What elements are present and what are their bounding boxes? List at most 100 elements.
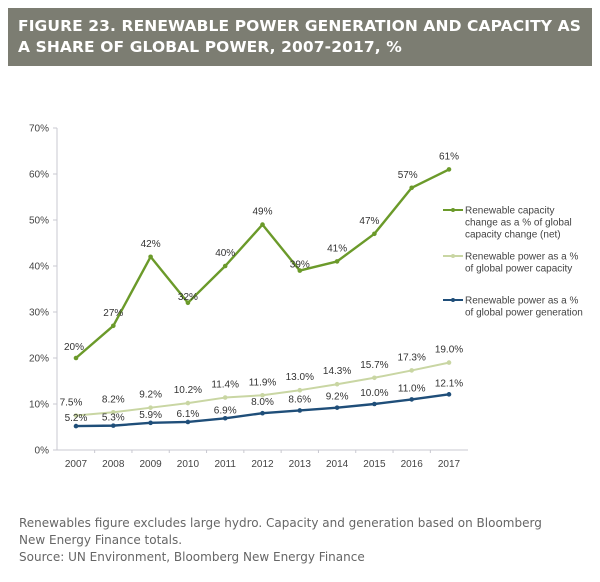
data-label-power-capacity-share: 15.7% (360, 360, 388, 371)
data-point-capacity-change-share (446, 167, 452, 172)
data-label-power-capacity-share: 19.0% (435, 345, 463, 356)
data-point-power-generation-share (73, 423, 79, 429)
y-tick-label: 30% (29, 308, 49, 319)
data-point-power-generation-share (222, 415, 228, 421)
data-point-power-capacity-share (185, 400, 191, 406)
y-tick-label: 40% (29, 262, 49, 273)
x-tick-label: 2009 (139, 459, 162, 470)
x-tick-label: 2012 (251, 459, 274, 470)
data-point-capacity-change-share (185, 300, 191, 306)
data-point-capacity-change-share (148, 254, 153, 260)
data-point-power-generation-share (260, 410, 265, 416)
data-point-power-generation-share (334, 405, 340, 410)
x-tick-label: 2016 (401, 459, 424, 470)
data-label-power-capacity-share: 11.9% (249, 377, 277, 388)
data-label-power-capacity-share: 10.2% (174, 385, 202, 396)
data-point-power-generation-share (111, 423, 116, 428)
data-label-capacity-change-share: 47% (359, 216, 379, 227)
data-label-power-generation-share: 8.6% (288, 394, 311, 405)
data-label-capacity-change-share: 57% (398, 170, 418, 181)
figure-title-line-2: A SHARE OF GLOBAL POWER, 2007-2017, % (18, 38, 402, 56)
data-point-power-capacity-share (260, 392, 265, 398)
data-point-power-generation-share (297, 408, 303, 413)
footnote-source: Source: UN Environment, Bloomberg New En… (19, 550, 365, 564)
data-label-capacity-change-share: 39% (290, 260, 310, 271)
data-label-power-generation-share: 12.1% (435, 378, 463, 389)
data-label-power-generation-share: 10.0% (360, 388, 388, 399)
data-point-power-generation-share (446, 392, 452, 397)
legend-label-power-generation-share: of global power generation (465, 308, 583, 319)
data-point-capacity-change-share (297, 268, 303, 273)
data-label-capacity-change-share: 49% (252, 207, 272, 218)
data-label-power-generation-share: 9.2% (326, 392, 349, 403)
legend-marker-power-generation-share (451, 298, 455, 302)
data-label-power-capacity-share: 8.2% (102, 394, 125, 405)
data-label-capacity-change-share: 27% (103, 308, 123, 319)
data-point-power-generation-share (409, 397, 415, 402)
figure-title: FIGURE 23. RENEWABLE POWER GENERATION AN… (18, 16, 588, 58)
legend-label-power-capacity-share: Renewable power as a % (465, 252, 579, 263)
x-tick-label: 2010 (177, 459, 200, 470)
data-point-capacity-change-share (260, 222, 265, 227)
x-tick-label: 2013 (289, 459, 312, 470)
x-tick-label: 2014 (326, 459, 349, 470)
legend-label-power-capacity-share: of global power capacity (465, 264, 572, 275)
data-label-power-capacity-share: 13.0% (286, 372, 314, 383)
data-point-power-capacity-share (409, 368, 415, 373)
data-label-power-capacity-share: 17.3% (398, 352, 426, 363)
data-point-power-capacity-share (73, 413, 79, 418)
data-point-power-generation-share (185, 419, 191, 425)
data-point-power-generation-share (372, 401, 377, 407)
data-point-power-capacity-share (297, 387, 303, 393)
figure-footnote: Renewables figure excludes large hydro. … (19, 515, 589, 566)
data-label-power-generation-share: 5.3% (102, 413, 125, 424)
x-tick-label: 2011 (214, 459, 236, 470)
x-tick-label: 2017 (438, 459, 461, 470)
data-label-capacity-change-share: 32% (178, 292, 198, 303)
data-label-capacity-change-share: 20% (64, 342, 84, 353)
legend-label-capacity-change-share: change as a % of global (465, 218, 572, 229)
y-tick-label: 60% (29, 170, 49, 181)
chart-data-labels: 20% 27% 42% 32% 40% 49% 39% 41% 47% 57% 61% 7.5% 8.2… (60, 151, 464, 424)
data-label-power-capacity-share: 11.4% (211, 380, 239, 391)
figure-title-line-1: FIGURE 23. RENEWABLE POWER GENERATION AN… (18, 17, 581, 35)
data-label-capacity-change-share: 42% (141, 239, 161, 250)
chart-series (73, 167, 452, 429)
series-line-capacity-change-share (75, 168, 450, 359)
data-point-power-capacity-share (446, 360, 452, 365)
data-label-power-capacity-share: 7.5% (60, 398, 83, 409)
data-point-capacity-change-share (409, 185, 415, 191)
legend-label-capacity-change-share: capacity change (net) (465, 230, 561, 241)
y-tick-label: 10% (29, 400, 49, 411)
data-point-power-capacity-share (222, 395, 228, 400)
x-tick-label: 2008 (102, 459, 125, 470)
chart-axes: 0% 10% 20% 30% 40% 50% 60% 70% 2007 2008 2009 2010 2… (29, 124, 468, 470)
data-point-power-capacity-share (148, 405, 153, 410)
data-label-capacity-change-share: 61% (439, 151, 459, 162)
data-point-power-capacity-share (111, 409, 116, 415)
data-label-power-generation-share: 6.1% (177, 409, 200, 420)
figure-title-bar: FIGURE 23. RENEWABLE POWER GENERATION AN… (8, 8, 592, 66)
data-label-power-capacity-share: 14.3% (323, 366, 351, 377)
data-label-power-generation-share: 11.0% (398, 383, 426, 394)
footnote-line-1: Renewables figure excludes large hydro. … (19, 516, 542, 530)
legend-marker-capacity-change-share (451, 208, 455, 212)
data-point-capacity-change-share (111, 323, 116, 329)
line-chart: 0% 10% 20% 30% 40% 50% 60% 70% 2007 2008 2009 2010 2… (29, 124, 583, 471)
x-tick-label: 2007 (65, 459, 88, 470)
data-label-power-generation-share: 5.9% (139, 410, 162, 421)
y-tick-label: 20% (29, 354, 49, 365)
legend-label-power-generation-share: Renewable power as a % (465, 296, 579, 307)
data-label-power-generation-share: 5.2% (65, 413, 88, 424)
data-label-power-generation-share: 8.0% (251, 397, 274, 408)
y-tick-label: 50% (29, 216, 49, 227)
data-label-power-capacity-share: 9.2% (139, 390, 162, 401)
data-point-capacity-change-share (222, 263, 228, 269)
legend-marker-power-capacity-share (451, 254, 455, 258)
data-label-capacity-change-share: 40% (215, 248, 235, 259)
data-point-capacity-change-share (334, 259, 340, 264)
data-point-capacity-change-share (372, 231, 377, 237)
legend-label-capacity-change-share: Renewable capacity (465, 206, 555, 217)
data-label-power-generation-share: 6.9% (214, 405, 237, 416)
